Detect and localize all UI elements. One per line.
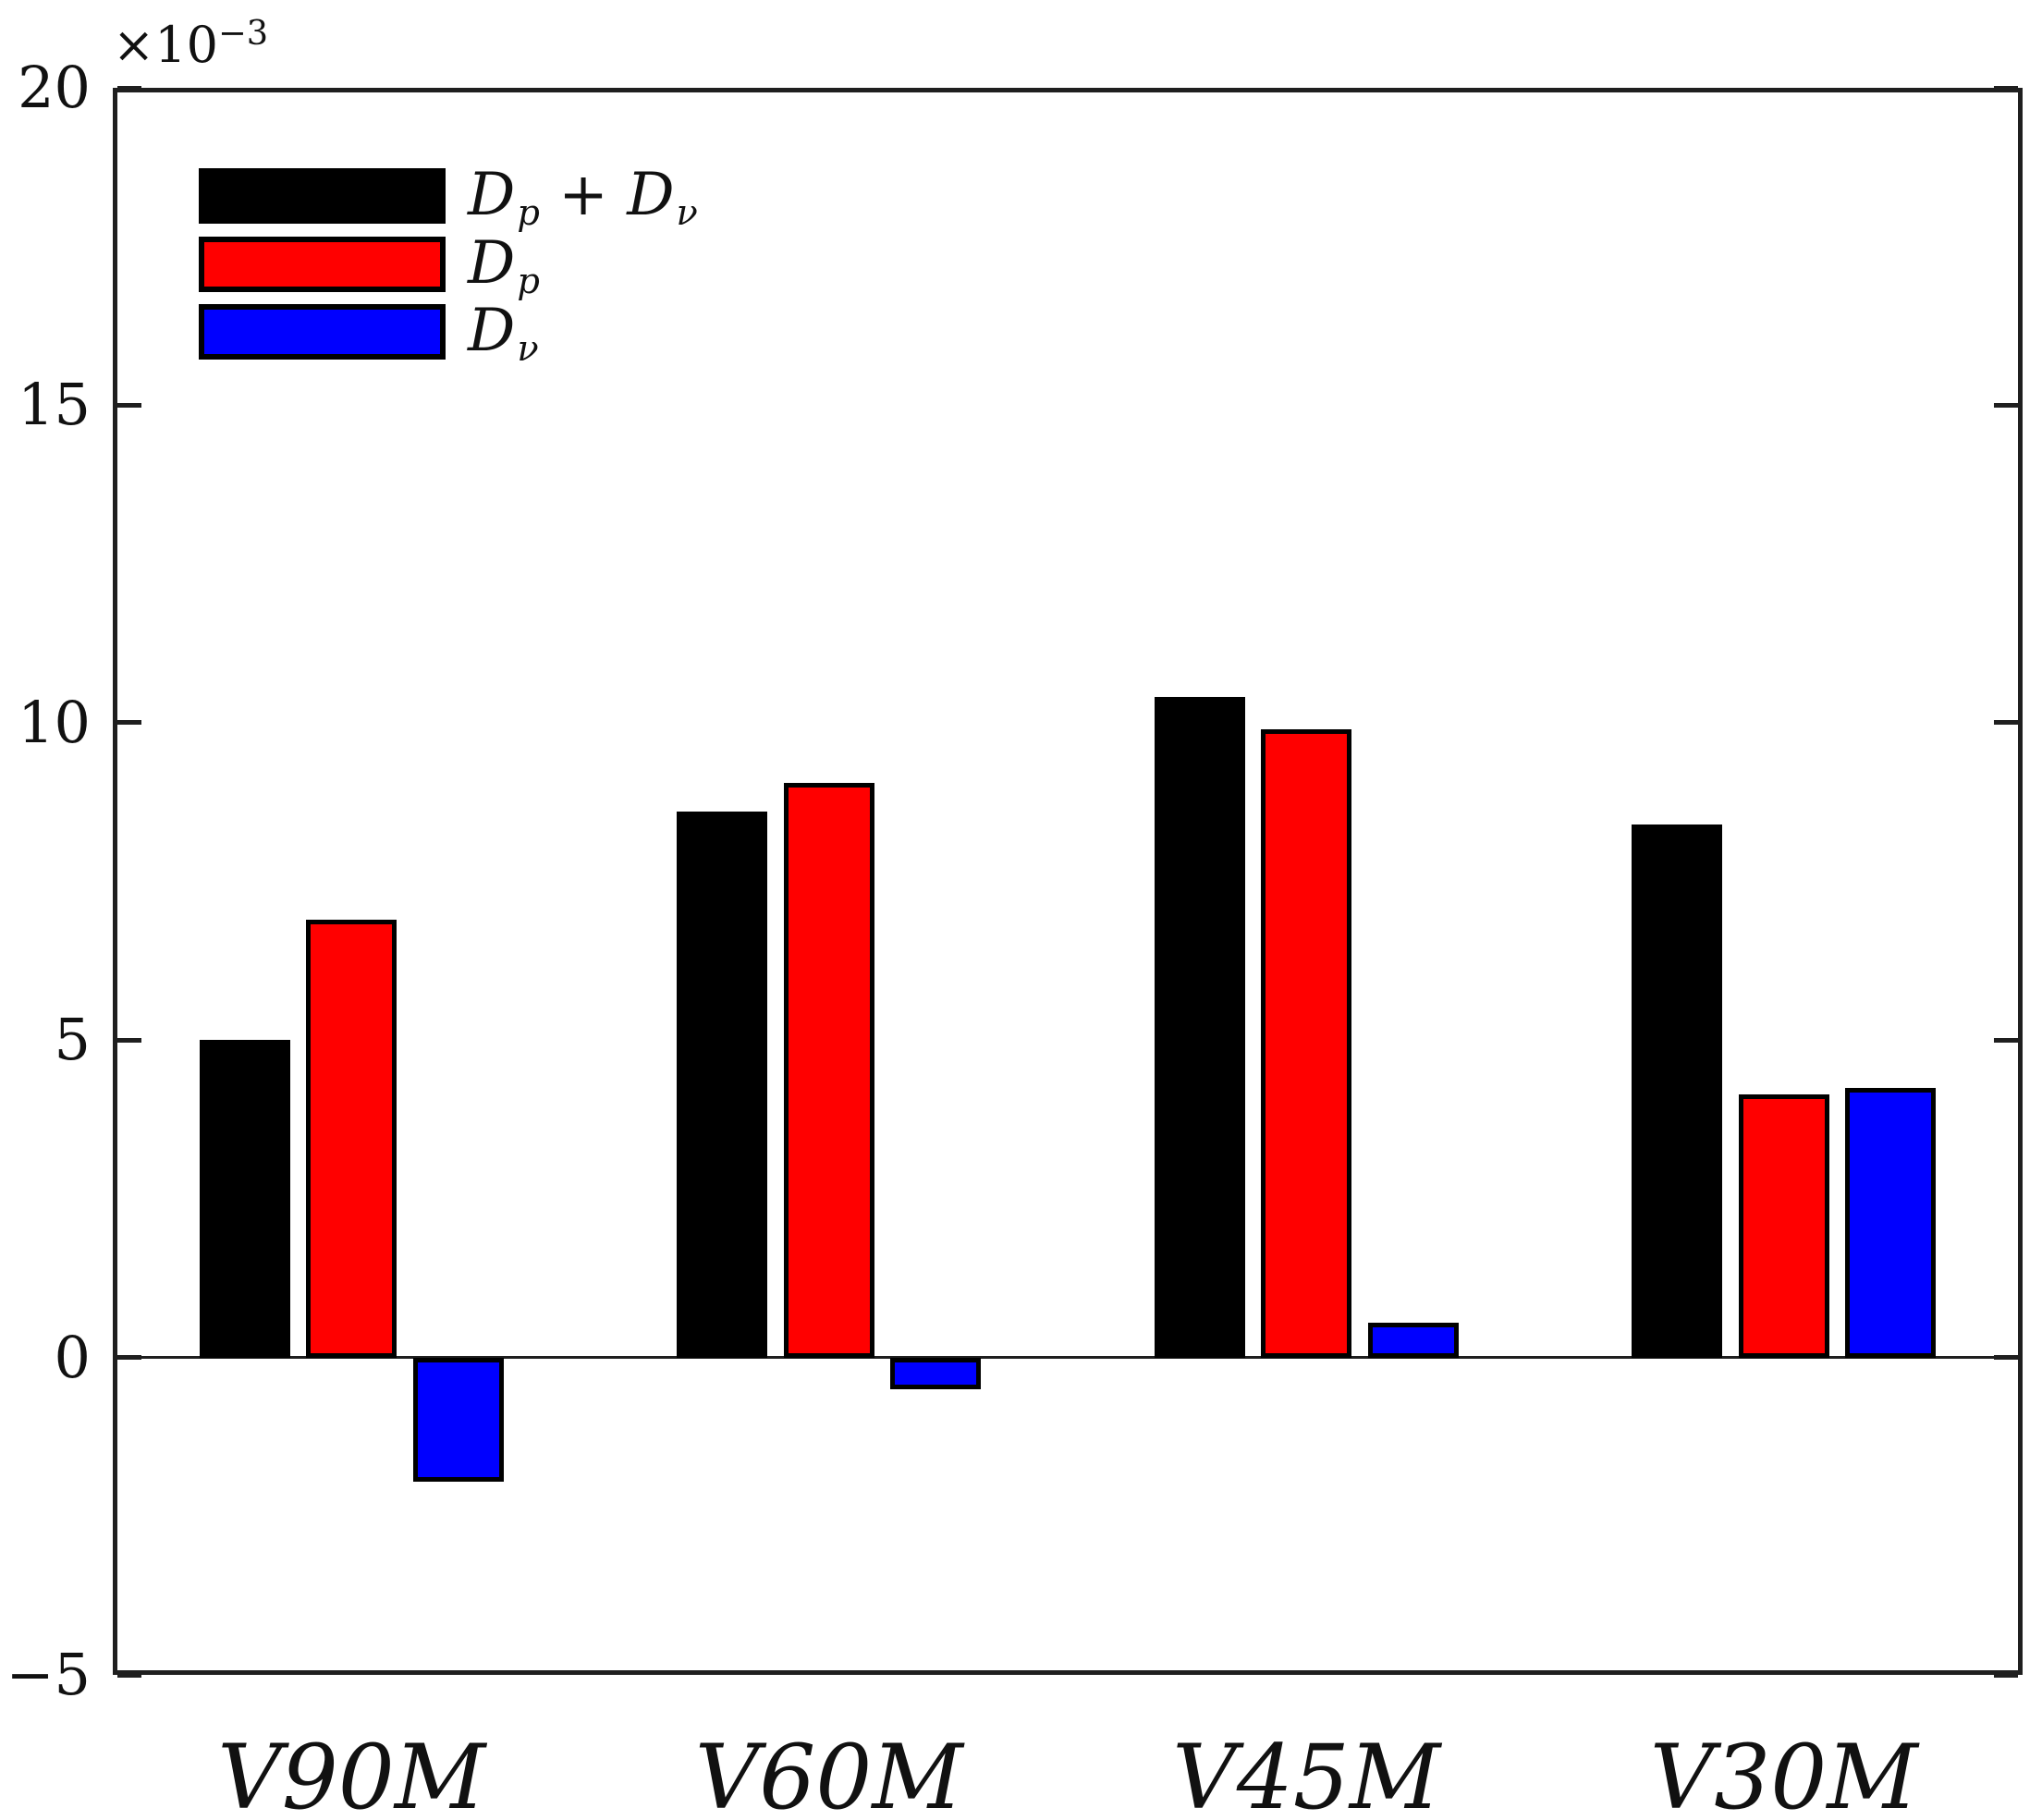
bar-dnu-v90m [412, 1357, 504, 1482]
y-tick-mark-right [1994, 1037, 2018, 1043]
bar-dp-v60m [783, 783, 874, 1358]
x-category-label-v45m: V45M [1172, 1726, 1441, 1820]
y-tick-mark-left [117, 85, 141, 91]
legend-label-dp: Dp [468, 229, 540, 302]
x-category-label-v90m: V90M [217, 1726, 486, 1820]
y-tick-label: 15 [18, 371, 91, 439]
bar-dp-plus-dnu-v45m [1154, 697, 1245, 1358]
y-tick-mark-right [1994, 1355, 2018, 1361]
legend-math-term: + [539, 161, 628, 229]
y-tick-label: 20 [18, 54, 91, 121]
y-tick-mark-left [117, 402, 141, 408]
y-tick-mark-right [1994, 720, 2018, 726]
legend-label-dnu: Dν [468, 297, 539, 370]
legend-math-subscript: p [517, 260, 540, 302]
y-tick-mark-left [117, 720, 141, 726]
legend-math-term: D [627, 161, 675, 229]
y-tick-mark-right [1994, 402, 2018, 408]
legend-label-dp-plus-dnu: Dp + Dν [468, 161, 698, 234]
y-tick-label: 0 [54, 1323, 91, 1391]
bar-dp-v90m [306, 919, 397, 1358]
y-tick-label: 10 [18, 688, 91, 756]
y-tick-label: −5 [6, 1641, 91, 1708]
legend-math-subscript: ν [517, 327, 539, 370]
y-axis-exponent-label: ×10−3 [113, 9, 268, 81]
legend-swatch-dnu [199, 304, 446, 360]
legend-math-subscript: p [517, 191, 540, 234]
y-tick-mark-left [117, 1355, 141, 1361]
exponent-superscript: −3 [217, 13, 269, 53]
bar-dp-plus-dnu-v90m [199, 1040, 290, 1358]
legend-math-subscript: ν [676, 191, 698, 234]
bar-dnu-v45m [1367, 1322, 1459, 1358]
y-tick-mark-right [1994, 85, 2018, 91]
bar-dp-v30m [1738, 1093, 1829, 1358]
y-tick-label: 5 [54, 1006, 91, 1074]
bar-dp-v45m [1261, 728, 1352, 1358]
y-tick-mark-right [1994, 1672, 2018, 1678]
bar-dnu-v60m [890, 1357, 982, 1389]
legend-math-term: D [468, 161, 516, 229]
y-tick-mark-left [117, 1672, 141, 1678]
x-category-label-v60m: V60M [694, 1726, 963, 1820]
y-tick-mark-left [117, 1037, 141, 1043]
legend-swatch-dp [199, 237, 446, 292]
bar-dp-plus-dnu-v60m [677, 811, 768, 1358]
legend-math-term: D [468, 229, 516, 298]
zero-line [117, 1356, 2018, 1360]
x-category-label-v30m: V30M [1649, 1726, 1918, 1820]
bar-dnu-v30m [1845, 1087, 1937, 1358]
exponent-prefix: ×10 [113, 16, 218, 74]
plot-frame [113, 88, 2023, 1675]
legend-math-term: D [468, 297, 516, 365]
legend-swatch-dp-plus-dnu [199, 168, 446, 224]
bar-dp-plus-dnu-v30m [1632, 824, 1723, 1358]
